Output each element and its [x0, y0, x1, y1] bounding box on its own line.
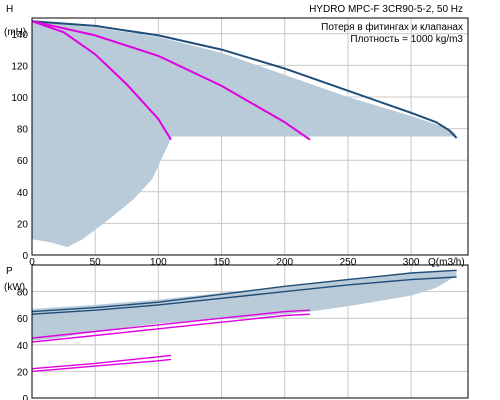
power-curve-two-pumps-upper: [31, 309, 311, 339]
head-ytick-label: 100: [11, 93, 28, 104]
head-xtick-label: 0: [29, 257, 35, 268]
head-xtick-label: 300: [403, 257, 420, 268]
head-chart: 0 50 100 150 200 250 300 0 20 40 60 80 100 120 140 H (…: [4, 4, 469, 268]
head-xtick-label: 50: [90, 257, 102, 268]
head-ylabel-unit: (mH): [4, 27, 26, 38]
head-xtick-label: 150: [213, 257, 230, 268]
head-xtick-label: 200: [276, 257, 293, 268]
head-tick-labels: 0 50 100 150 200 250 300 0 20 40 60 80 100 120 140: [11, 30, 420, 268]
head-ytick-label: 140: [11, 30, 28, 41]
head-ytick-label: 40: [17, 188, 29, 199]
power-curve-all-pumps-lower: [31, 276, 457, 315]
head-xlabel: Q(m3/h): [428, 257, 465, 268]
head-curves: [31, 20, 458, 141]
power-tick-labels: 0 20 40 60 80: [17, 288, 29, 400]
note-density: Плотность = 1000 kg/m3: [350, 34, 463, 45]
head-xtick-label: 100: [150, 257, 167, 268]
head-ytick-label: 20: [17, 219, 29, 230]
power-plot-frame: [31, 264, 469, 399]
head-ytick-label: 80: [17, 125, 29, 136]
power-curves: [31, 269, 457, 373]
power-band: [32, 270, 457, 341]
power-ytick-label: 80: [17, 288, 29, 299]
head-ytick-label: 60: [17, 156, 29, 167]
head-plot-frame: [31, 17, 469, 256]
power-ytick-label: 0: [22, 394, 28, 400]
power-ytick-label: 20: [17, 367, 29, 378]
power-curve-one-pump-lower: [31, 358, 172, 373]
head-curve-two-pumps: [31, 20, 311, 141]
head-ylabel-symbol: H: [6, 4, 13, 15]
power-chart: 0 20 40 60 80 P (kW): [4, 264, 469, 400]
power-fill-region: [32, 270, 457, 341]
power-ylabel-unit: (kW): [4, 282, 25, 293]
head-curve-all-pumps: [31, 20, 458, 139]
power-curve-all-pumps-upper: [31, 269, 457, 313]
note-fittings: Потеря в фитингах и клапанах: [321, 21, 463, 33]
power-curve-one-pump-upper: [31, 354, 172, 370]
power-curve-two-pumps-lower: [31, 313, 311, 343]
head-low-region: [32, 21, 171, 248]
head-xtick-label: 250: [340, 257, 357, 268]
power-ytick-label: 40: [17, 341, 29, 352]
power-ytick-label: 60: [17, 314, 29, 325]
head-ytick-label: 0: [22, 251, 28, 262]
power-ylabel-symbol: P: [6, 266, 13, 277]
chart-title: HYDRO MPC-F 3CR90-5-2, 50 Hz: [309, 4, 463, 15]
head-ytick-label: 120: [11, 61, 28, 72]
head-curve-one-pump: [31, 20, 172, 141]
